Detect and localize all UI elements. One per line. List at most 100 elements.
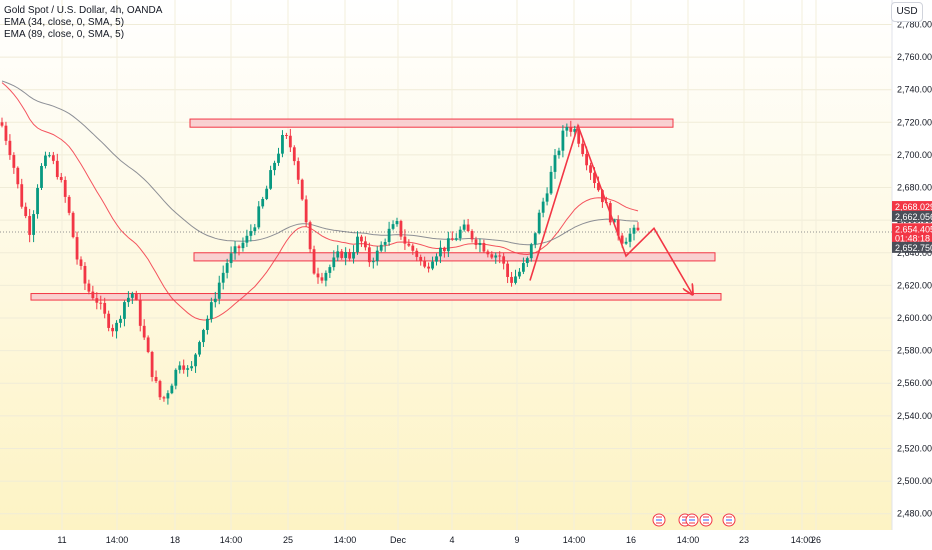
price-tag-label: 2,652.750 bbox=[895, 243, 932, 253]
candle-down bbox=[450, 238, 454, 240]
candle-down bbox=[482, 242, 486, 252]
candles-layer bbox=[0, 117, 640, 405]
candle-up bbox=[233, 246, 237, 254]
candle-up bbox=[40, 165, 43, 188]
candle-down bbox=[443, 247, 446, 252]
candle-up bbox=[541, 201, 545, 213]
candle-down bbox=[320, 277, 324, 281]
y-tick-label: 2,680.000 bbox=[897, 183, 932, 193]
candle-down bbox=[20, 184, 24, 207]
y-tick-label: 2,620.000 bbox=[897, 280, 932, 290]
candle-down bbox=[111, 327, 114, 332]
candle-down bbox=[237, 246, 241, 249]
x-tick-label: 14:00 bbox=[220, 535, 243, 545]
candle-up bbox=[628, 233, 632, 242]
candle-down bbox=[4, 125, 8, 141]
x-tick-label: 23 bbox=[739, 535, 749, 545]
candle-down bbox=[288, 135, 292, 148]
price-tag bbox=[892, 201, 932, 213]
candle-up bbox=[245, 235, 249, 243]
candle-up bbox=[553, 155, 557, 172]
event-markers bbox=[652, 513, 736, 527]
candle-down bbox=[419, 256, 423, 261]
candle-up bbox=[225, 263, 229, 273]
legend-title[interactable]: Gold Spot / U.S. Dollar, 4h, OANDA bbox=[4, 5, 163, 16]
y-tick-label: 2,560.000 bbox=[897, 378, 932, 388]
candle-up bbox=[439, 247, 442, 257]
candle-up bbox=[198, 342, 201, 355]
x-tick-label: 25 bbox=[283, 535, 293, 545]
candle-down bbox=[304, 199, 308, 223]
price-axis[interactable]: 2,480.000 2,500.000 2,520.000 2,540.000 2,56… bbox=[897, 19, 932, 518]
legend: Gold Spot / U.S. Dollar, 4h, OANDA EMA (… bbox=[4, 5, 162, 41]
x-tick-label: 14:00 bbox=[563, 535, 586, 545]
candle-down bbox=[403, 236, 407, 244]
candle-down bbox=[162, 397, 166, 399]
candle-up bbox=[458, 229, 462, 239]
y-tick-label: 2,580.000 bbox=[897, 346, 932, 356]
candle-up bbox=[269, 170, 272, 189]
candle-up bbox=[281, 135, 284, 154]
zones-layer bbox=[30, 118, 722, 301]
candle-down bbox=[581, 143, 585, 155]
candle-up bbox=[123, 302, 126, 319]
candle-up bbox=[130, 293, 134, 298]
candle-up bbox=[186, 368, 190, 370]
projection-layer bbox=[529, 123, 692, 294]
candle-up bbox=[533, 233, 537, 245]
price-tag bbox=[892, 241, 932, 253]
y-tick-label: 2,520.000 bbox=[897, 443, 932, 453]
zone-support-upper bbox=[193, 252, 716, 262]
zone-resistance bbox=[189, 118, 674, 128]
candle-down bbox=[107, 313, 111, 328]
candle-up bbox=[557, 150, 561, 156]
candle-down bbox=[16, 167, 20, 185]
legend-ema-89[interactable]: EMA (89, close, 0, SMA, 5) bbox=[4, 29, 125, 40]
legend-ema-34[interactable]: EMA (34, close, 0, SMA, 5) bbox=[4, 17, 125, 28]
candle-down bbox=[367, 247, 371, 263]
candle-down bbox=[407, 243, 411, 246]
candle-up bbox=[522, 263, 525, 272]
candle-down bbox=[146, 337, 150, 352]
candle-down bbox=[83, 265, 87, 284]
y-tick-label: 2,600.000 bbox=[897, 313, 932, 323]
currency-button[interactable]: USD bbox=[891, 2, 923, 22]
candle-down bbox=[285, 135, 288, 137]
candle-down bbox=[312, 249, 316, 274]
candle-down bbox=[71, 212, 75, 238]
candle-down bbox=[616, 219, 620, 236]
candle-down bbox=[154, 376, 158, 382]
candle-down bbox=[182, 365, 186, 370]
candle-up bbox=[170, 385, 174, 394]
candle-down bbox=[55, 160, 59, 178]
zone-support-lower bbox=[30, 293, 722, 301]
candle-down bbox=[411, 245, 415, 251]
candle-up bbox=[202, 329, 205, 343]
candle-down bbox=[103, 302, 107, 314]
y-tick-label: 2,720.000 bbox=[897, 117, 932, 127]
price-tag bbox=[892, 223, 932, 235]
price-scale-background bbox=[892, 0, 932, 530]
candle-up bbox=[624, 241, 628, 244]
candle-down bbox=[0, 122, 4, 126]
candle-up bbox=[32, 214, 35, 235]
candle-up bbox=[549, 171, 553, 194]
candle-up bbox=[324, 272, 328, 281]
candle-up bbox=[383, 241, 387, 245]
candle-down bbox=[28, 216, 32, 235]
candle-up bbox=[190, 366, 193, 369]
chart-background bbox=[0, 0, 892, 530]
candle-up bbox=[119, 318, 122, 323]
price-tag-label: 01:48:18 bbox=[895, 234, 930, 244]
time-axis[interactable]: 11 14:00 18 14:00 25 14:00 Dec 4 9 14:00 16 14:00 23… bbox=[57, 535, 821, 545]
candle-up bbox=[332, 257, 336, 268]
candle-down bbox=[474, 239, 478, 245]
candle-up bbox=[174, 369, 178, 386]
candle-up bbox=[352, 252, 355, 259]
y-tick-label: 2,480.000 bbox=[897, 509, 932, 519]
candle-up bbox=[194, 354, 197, 367]
candle-up bbox=[328, 267, 332, 273]
